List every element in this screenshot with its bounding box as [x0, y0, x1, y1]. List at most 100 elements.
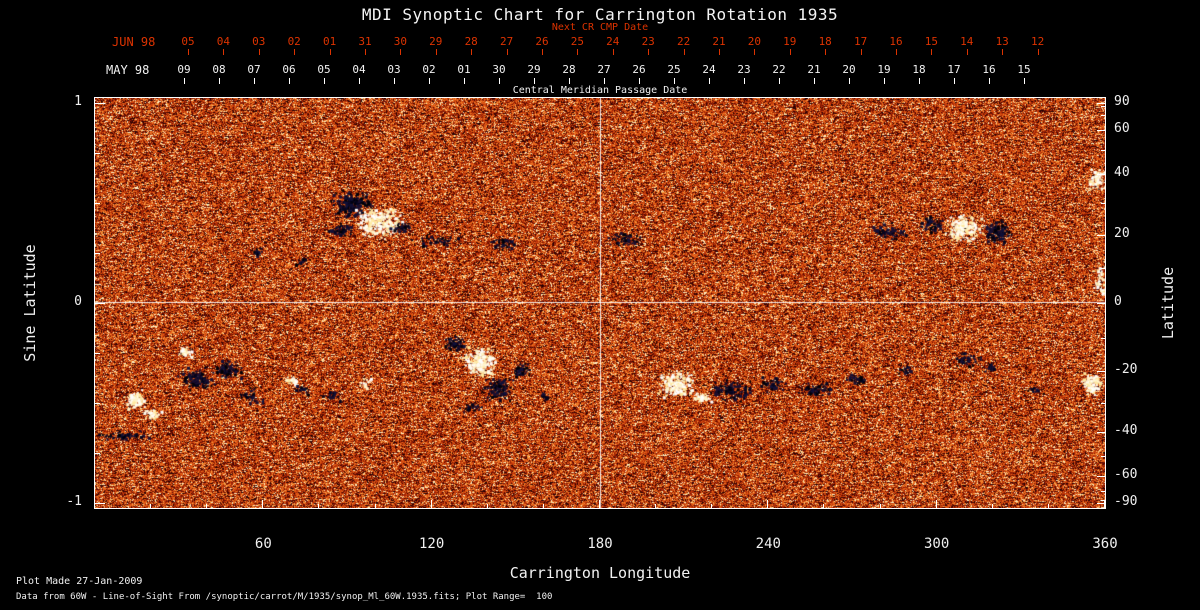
cmp-date: 07 — [247, 63, 260, 76]
cmp-date-tick — [254, 78, 255, 84]
y-left-minor-tick — [95, 453, 100, 454]
cmp-date: 18 — [912, 63, 925, 76]
next-cr-date: 27 — [500, 35, 513, 48]
next-cr-date-tick — [542, 49, 543, 55]
cmp-date-tick — [534, 78, 535, 84]
y-right-tick-label: -60 — [1114, 467, 1137, 482]
y-right-major-tick — [1097, 130, 1105, 131]
cmp-date-tick — [429, 78, 430, 84]
next-cr-date: 22 — [677, 35, 690, 48]
y-right-tick-label: 20 — [1114, 226, 1130, 241]
y-right-minor-tick — [1101, 403, 1105, 404]
next-cr-date: 29 — [429, 35, 442, 48]
y-left-major-tick — [95, 103, 105, 104]
x-major-tick — [599, 500, 600, 508]
y-right-major-tick — [1097, 303, 1105, 304]
cmp-date: 06 — [282, 63, 295, 76]
cmp-date: 17 — [947, 63, 960, 76]
cmp-date: 30 — [492, 63, 505, 76]
next-cr-date: 14 — [960, 35, 973, 48]
left-axis-title: Sine Latitude — [21, 203, 39, 403]
y-left-major-tick — [95, 503, 105, 504]
y-right-minor-tick — [1101, 203, 1105, 204]
cmp-date: 20 — [842, 63, 855, 76]
plot-made-note: Plot Made 27-Jan-2009 — [16, 576, 142, 587]
y-left-minor-tick — [95, 153, 100, 154]
cmp-date: 24 — [702, 63, 715, 76]
cmp-date-tick — [674, 78, 675, 84]
cmp-date-tick — [1024, 78, 1025, 84]
x-minor-tick — [318, 504, 319, 508]
y-right-minor-tick — [1101, 268, 1105, 269]
cmp-date: 01 — [457, 63, 470, 76]
cmp-date-tick — [779, 78, 780, 84]
y-right-major-tick — [1097, 503, 1105, 504]
cmp-date: 02 — [422, 63, 435, 76]
cmp-date-tick — [499, 78, 500, 84]
y-right-major-tick — [1097, 235, 1105, 236]
y-right-minor-tick — [1101, 150, 1105, 151]
next-cr-date-tick — [931, 49, 932, 55]
next-cr-date-tick — [507, 49, 508, 55]
next-cr-date-tick — [648, 49, 649, 55]
y-right-tick-label: 0 — [1114, 294, 1122, 309]
x-tick-label: 120 — [419, 536, 444, 552]
next-cr-date-tick — [754, 49, 755, 55]
cmp-axis-title: Central Meridian Passage Date — [0, 85, 1200, 96]
y-right-minor-tick — [1101, 500, 1105, 501]
x-minor-tick — [1048, 504, 1049, 508]
next-cr-date-tick — [577, 49, 578, 55]
cmp-date: 21 — [807, 63, 820, 76]
x-minor-tick — [880, 504, 881, 508]
x-major-tick — [936, 500, 937, 508]
next-cr-date: 13 — [996, 35, 1009, 48]
x-minor-tick — [992, 504, 993, 508]
next-cr-date: 19 — [783, 35, 796, 48]
x-minor-tick — [543, 504, 544, 508]
data-source-note: Data from 60W - Line-of-Sight From /syno… — [16, 592, 552, 602]
next-cr-cmp-date-label: Next CR CMP Date — [0, 22, 1200, 33]
next-cr-date: 20 — [748, 35, 761, 48]
next-cr-date: 04 — [217, 35, 230, 48]
y-right-minor-tick — [1101, 115, 1105, 116]
next-cr-date: 24 — [606, 35, 619, 48]
next-cr-date-tick — [1038, 49, 1039, 55]
y-right-major-tick — [1097, 371, 1105, 372]
x-major-tick — [262, 500, 263, 508]
y-left-minor-tick — [95, 203, 100, 204]
cmp-date: 19 — [877, 63, 890, 76]
cmp-date-tick — [884, 78, 885, 84]
next-cr-date: 03 — [252, 35, 265, 48]
y-right-tick-label: -20 — [1114, 362, 1137, 377]
synoptic-chart: MDI Synoptic Chart for Carrington Rotati… — [0, 0, 1200, 610]
cmp-date: 08 — [212, 63, 225, 76]
cmp-date: 09 — [177, 63, 190, 76]
next-cr-date-tick — [896, 49, 897, 55]
cmp-date-tick — [709, 78, 710, 84]
cmp-date: 27 — [597, 63, 610, 76]
next-cr-date: 28 — [465, 35, 478, 48]
next-cr-date: 26 — [535, 35, 548, 48]
x-minor-tick — [823, 504, 824, 508]
cmp-month-label: MAY 98 — [106, 63, 149, 77]
x-tick-label: 60 — [255, 536, 272, 552]
y-left-tick-label: 1 — [52, 94, 82, 109]
x-minor-tick — [487, 504, 488, 508]
y-left-major-tick — [95, 303, 105, 304]
cmp-date: 23 — [737, 63, 750, 76]
x-minor-tick — [711, 504, 712, 508]
cmp-date-tick — [919, 78, 920, 84]
next-cr-date: 23 — [642, 35, 655, 48]
next-cr-date: 25 — [571, 35, 584, 48]
cmp-date-tick — [814, 78, 815, 84]
x-tick-label: 180 — [587, 536, 612, 552]
magnetogram-plot-area — [94, 97, 1106, 509]
y-right-tick-label: -40 — [1114, 423, 1137, 438]
next-cr-date-tick — [684, 49, 685, 55]
cmp-date: 16 — [982, 63, 995, 76]
y-right-minor-tick — [1101, 106, 1105, 107]
next-cr-date: 30 — [394, 35, 407, 48]
cmp-date: 15 — [1017, 63, 1030, 76]
x-minor-tick — [375, 504, 376, 508]
next-cr-date: 21 — [712, 35, 725, 48]
